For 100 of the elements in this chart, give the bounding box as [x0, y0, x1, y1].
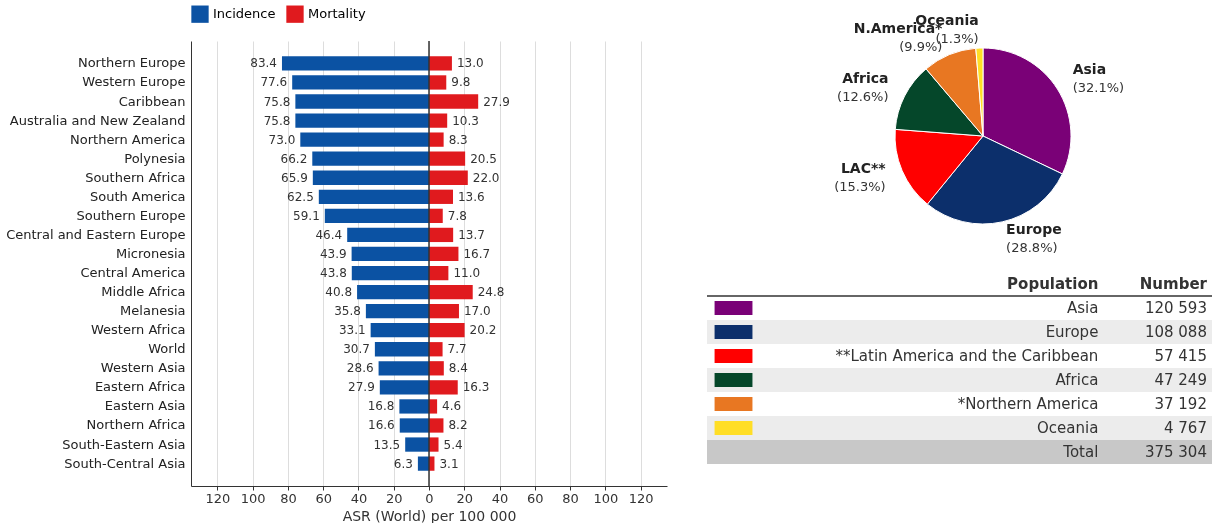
- data-label: 7.7: [447, 342, 467, 357]
- x-tick-label: 100: [593, 490, 619, 506]
- bar: [374, 342, 429, 357]
- slice-label: Africa: [842, 69, 889, 86]
- data-label: 13.7: [458, 227, 485, 242]
- x-tick-label: 40: [350, 490, 368, 506]
- bar: [429, 56, 452, 71]
- data-label: 62.5: [287, 189, 314, 204]
- data-label: 7.8: [447, 208, 467, 223]
- data-label: 17.0: [463, 304, 491, 319]
- bar: [312, 170, 429, 185]
- slice-label: Europe: [1006, 221, 1062, 238]
- data-label: (12.6%): [837, 88, 889, 104]
- legend-label: Incidence: [213, 6, 276, 22]
- bar: [429, 94, 479, 109]
- category-label: Africa: [1055, 371, 1099, 389]
- y-tick-label: Central and Eastern Europe: [6, 226, 186, 242]
- y-tick-label: Polynesia: [124, 150, 186, 166]
- y-tick-label: Australia and New Zealand: [9, 112, 186, 128]
- category-label: Oceania: [1037, 419, 1099, 437]
- data-label: 43.9: [319, 246, 347, 261]
- y-tick-label: Southern Europe: [76, 207, 186, 223]
- bar: [429, 189, 453, 204]
- data-label: 66.2: [280, 151, 308, 166]
- data-label: 75.8: [263, 94, 291, 109]
- data-label: 16.3: [462, 380, 490, 395]
- bar: [378, 361, 429, 376]
- data-label: 27.9: [348, 380, 375, 395]
- data-label: 20.5: [470, 151, 497, 166]
- data-label: 8.3: [448, 132, 468, 147]
- data-label: 24.8: [477, 285, 505, 300]
- data-label: 4.6: [442, 399, 462, 414]
- data-label: 16.8: [367, 399, 395, 414]
- bar: [351, 246, 429, 262]
- data-label: 120 593: [1144, 299, 1207, 317]
- category-label: *Northern America: [957, 395, 1099, 413]
- bar: [429, 246, 459, 262]
- bar: [300, 132, 429, 147]
- bar: [429, 132, 444, 147]
- slice-label: Asia: [1072, 61, 1107, 78]
- bar: [429, 418, 444, 433]
- bar: [429, 227, 454, 243]
- data-label: 108 088: [1144, 323, 1207, 341]
- bar: [318, 189, 429, 204]
- category-label: Asia: [1066, 299, 1099, 317]
- data-label: 28.6: [346, 361, 374, 376]
- legend-label: Mortality: [308, 6, 366, 22]
- data-label: 73.0: [268, 132, 296, 147]
- bar: [399, 399, 429, 414]
- data-label: 37 192: [1154, 395, 1207, 413]
- data-label: 43.8: [320, 266, 347, 281]
- data-label: 57 415: [1154, 347, 1207, 365]
- data-label: 77.6: [260, 75, 288, 90]
- bar: [429, 151, 466, 166]
- bar: [357, 284, 429, 300]
- y-tick-label: Western Africa: [90, 322, 186, 338]
- y-tick-label: Eastern Asia: [104, 398, 186, 414]
- y-tick-label: Micronesia: [115, 245, 186, 261]
- text: Number: [1139, 275, 1208, 293]
- y-tick-label: World: [148, 341, 186, 357]
- category-label: Europe: [1045, 323, 1099, 341]
- y-tick-label: Western Asia: [100, 360, 186, 376]
- bar: [324, 208, 429, 223]
- bar: [429, 323, 465, 338]
- bar: [312, 151, 429, 166]
- data-label: 46.4: [315, 227, 343, 242]
- y-tick-label: Caribbean: [118, 93, 186, 109]
- data-label: 65.9: [281, 170, 308, 185]
- data-label: (15.3%): [834, 178, 886, 194]
- x-tick-label: 0: [425, 490, 434, 506]
- y-tick-label: South-Central Asia: [64, 455, 186, 471]
- data-label: 27.9: [483, 94, 510, 109]
- data-label: 9.8: [451, 75, 471, 90]
- bar: [429, 170, 468, 185]
- data-label: 30.7: [343, 342, 370, 357]
- data-label: 6.3: [393, 456, 413, 471]
- x-tick-label: 120: [205, 490, 231, 506]
- data-label: 47 249: [1154, 371, 1207, 389]
- y-tick-label: Western Europe: [82, 74, 186, 90]
- bar: [292, 75, 429, 90]
- bar: [429, 113, 448, 128]
- text: Population: [1007, 275, 1099, 293]
- bar: [429, 361, 444, 376]
- data-label: (28.8%): [1006, 240, 1058, 256]
- bar: [417, 456, 429, 471]
- text: Total: [1062, 443, 1099, 461]
- data-label: 33.1: [338, 323, 366, 338]
- data-label: 13.0: [456, 56, 484, 71]
- bar: [365, 304, 429, 319]
- data-label: 16.6: [368, 418, 395, 433]
- bar: [429, 75, 447, 90]
- x-tick-label: 120: [628, 490, 654, 506]
- data-label: 35.8: [334, 304, 361, 319]
- data-label: 4 767: [1164, 419, 1207, 437]
- data-label: 40.8: [325, 285, 353, 300]
- x-tick-label: 40: [491, 490, 509, 506]
- bar: [370, 323, 429, 338]
- data-label: 10.3: [452, 113, 479, 128]
- data-label: 16.7: [463, 246, 491, 261]
- y-tick-label: Northern Europe: [77, 55, 186, 71]
